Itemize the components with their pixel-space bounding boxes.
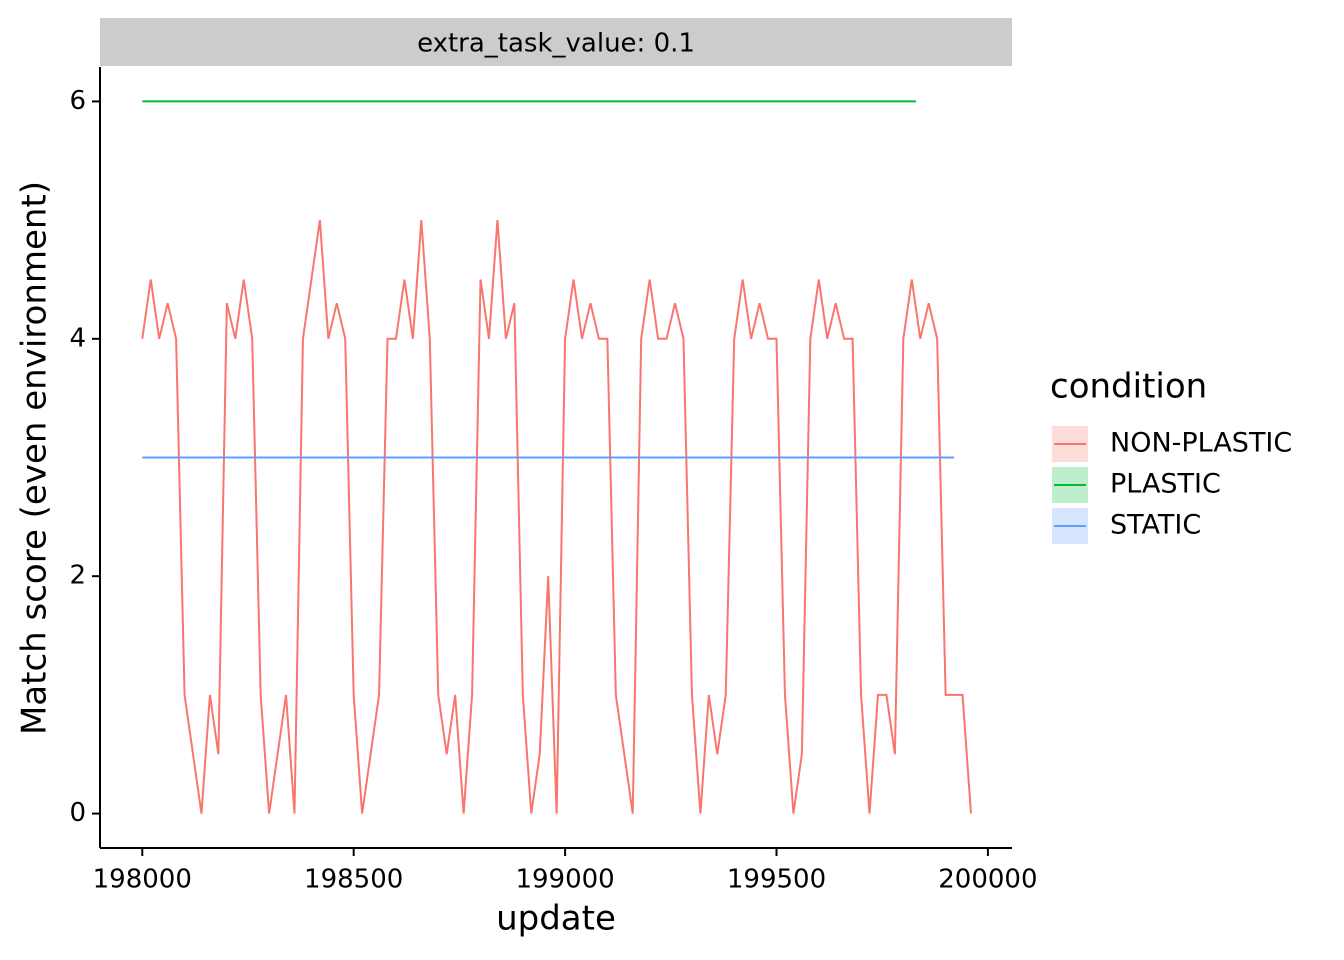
legend-label: PLASTIC xyxy=(1110,469,1221,500)
x-tick-label: 198000 xyxy=(93,865,192,895)
x-tick-label: 198500 xyxy=(304,865,403,895)
strip xyxy=(100,18,1012,66)
legend-title: condition xyxy=(1050,367,1207,407)
x-tick-label: 199500 xyxy=(727,865,826,895)
y-tick-label: 2 xyxy=(69,561,86,591)
line xyxy=(141,219,972,814)
x-axis-title: update xyxy=(496,899,616,939)
strip-title: extra_task_value: 0.1 xyxy=(417,29,695,59)
y-axis-title: Match score (even environment) xyxy=(15,181,55,735)
y-tick-label: 6 xyxy=(69,86,86,116)
x-tick-label: 199000 xyxy=(515,865,614,895)
y-tick-label: 0 xyxy=(69,798,86,828)
y-tick-label: 4 xyxy=(69,323,86,353)
legend-label: NON-PLASTIC xyxy=(1110,428,1292,459)
legend-label: STATIC xyxy=(1110,510,1201,541)
x-tick-label: 200000 xyxy=(938,865,1037,895)
